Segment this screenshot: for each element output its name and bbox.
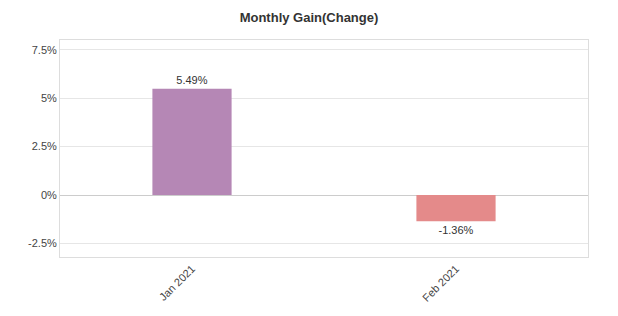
svg-text:5.49%: 5.49% xyxy=(176,74,207,86)
svg-text:2.5%: 2.5% xyxy=(32,140,57,152)
svg-text:Jan 2021: Jan 2021 xyxy=(157,263,197,303)
svg-text:Feb 2021: Feb 2021 xyxy=(420,263,461,304)
svg-text:-1.36%: -1.36% xyxy=(438,224,473,236)
svg-text:5%: 5% xyxy=(41,92,57,104)
svg-text:0%: 0% xyxy=(41,189,57,201)
svg-text:-2.5%: -2.5% xyxy=(28,237,57,249)
svg-text:Monthly Gain(Change): Monthly Gain(Change) xyxy=(240,10,379,25)
svg-text:7.5%: 7.5% xyxy=(32,44,57,56)
